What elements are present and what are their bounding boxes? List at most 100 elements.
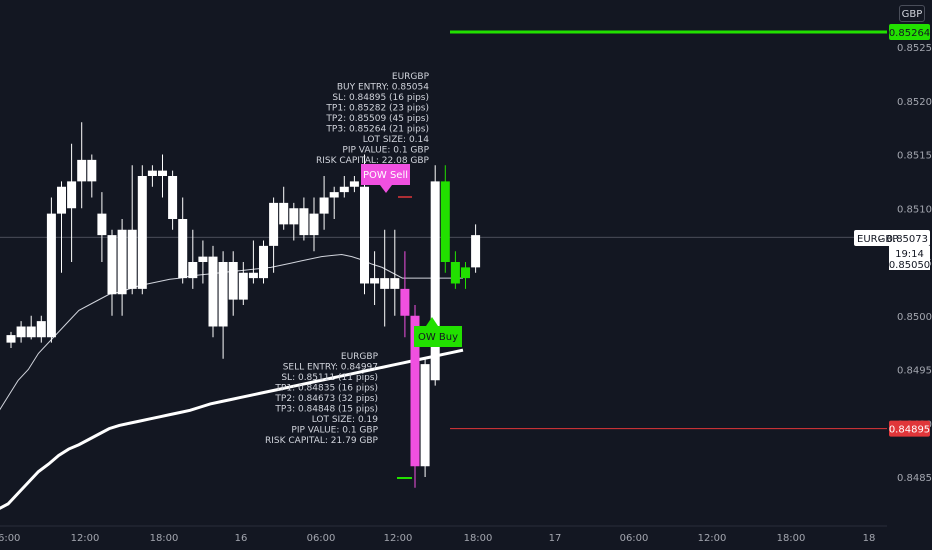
symbol-tag-label: EURGBP <box>857 234 898 245</box>
x-tick-label: 18:00 <box>777 533 806 544</box>
candle[interactable] <box>238 262 248 305</box>
candle-body <box>370 278 380 284</box>
candle[interactable] <box>309 197 319 252</box>
candle[interactable] <box>26 315 36 340</box>
candle-body <box>349 181 359 187</box>
candle[interactable] <box>46 197 56 343</box>
pow-buy-label[interactable]: OW Buy <box>414 317 462 347</box>
pow-buy-bg <box>414 326 462 347</box>
candle[interactable] <box>279 186 289 230</box>
candle[interactable] <box>390 229 400 316</box>
x-tick-label: 17 <box>549 533 562 544</box>
sell-info-line: SL: 0.85111 (11 pips) <box>281 373 378 383</box>
candle-body <box>46 213 56 338</box>
candle[interactable] <box>450 251 460 289</box>
sell-info-line: PIP VALUE: 0.1 GBP <box>291 426 378 436</box>
symbol-tag-price: – 0.85073 <box>878 234 928 245</box>
candle[interactable] <box>430 165 440 386</box>
candle[interactable] <box>299 197 309 241</box>
sl-price-tag: 0.84895 <box>889 420 930 437</box>
candle-body <box>87 159 97 182</box>
candle[interactable] <box>67 143 77 262</box>
buy-info-line: TP3: 0.85264 (21 pips) <box>325 125 429 135</box>
candle[interactable] <box>218 251 228 359</box>
candle[interactable] <box>400 251 410 338</box>
candle[interactable] <box>168 170 178 230</box>
candle[interactable] <box>370 251 380 305</box>
candle[interactable] <box>420 358 430 477</box>
candle-body <box>117 229 127 295</box>
x-tick-label: 12:00 <box>698 533 727 544</box>
candle[interactable] <box>349 176 359 193</box>
candle-body <box>137 176 147 289</box>
candle[interactable] <box>228 251 238 316</box>
candle[interactable] <box>289 202 299 241</box>
candle-body <box>450 262 460 284</box>
candle[interactable] <box>137 165 147 295</box>
candle[interactable] <box>6 331 16 348</box>
tp-price-tag-bg <box>889 23 930 40</box>
buy-info-line: SL: 0.84895 (16 pips) <box>332 93 429 103</box>
candle[interactable] <box>36 315 46 343</box>
candle[interactable] <box>440 165 450 273</box>
candle[interactable] <box>471 224 481 273</box>
candle-body <box>26 326 36 338</box>
candle[interactable] <box>77 122 87 209</box>
candle-body <box>471 235 481 268</box>
sell-info-line: SELL ENTRY: 0.84997 <box>283 363 378 373</box>
sell-info-line: TP1: 0.84835 (16 pips) <box>274 384 378 394</box>
candle[interactable] <box>319 176 329 230</box>
sell-info-line: TP2: 0.84673 (32 pips) <box>274 394 378 404</box>
candle[interactable] <box>329 186 339 219</box>
candle-body <box>420 364 430 467</box>
countdown-bg <box>889 246 930 270</box>
candle-body <box>309 213 319 236</box>
buy-info-line: EURGBP <box>392 72 430 82</box>
candle[interactable] <box>117 219 127 316</box>
candle[interactable] <box>57 181 66 273</box>
candle[interactable] <box>97 192 107 262</box>
sl-price-tag-bg <box>889 420 930 437</box>
candle-body <box>127 229 137 289</box>
candle-body <box>188 262 198 279</box>
candle[interactable] <box>127 165 137 295</box>
candle[interactable] <box>259 240 268 284</box>
candle[interactable] <box>188 229 198 289</box>
candle-body <box>228 262 238 300</box>
candle[interactable] <box>87 154 97 198</box>
candle[interactable] <box>339 176 349 198</box>
currency-button[interactable]: GBP <box>899 5 925 22</box>
candle[interactable] <box>178 197 188 284</box>
symbol-tag-bg <box>854 230 930 246</box>
candle-body <box>319 197 329 214</box>
buy-info-line: PIP VALUE: 0.1 GBP <box>342 146 429 156</box>
candle-body <box>461 267 470 279</box>
candle-body <box>380 278 390 289</box>
candle[interactable] <box>147 165 157 187</box>
candle[interactable] <box>158 154 167 198</box>
candle-body <box>339 186 349 193</box>
candle[interactable] <box>198 240 208 284</box>
pow-sell-label[interactable]: POW Sell <box>361 164 410 193</box>
tp-price-tag-text: 0.85264 <box>889 28 930 39</box>
candle-body <box>410 315 420 467</box>
candle-body <box>107 235 117 295</box>
pow-sell-arrow <box>380 185 392 193</box>
buy-info-line: TP2: 0.85509 (45 pips) <box>325 114 429 124</box>
candle[interactable] <box>16 321 26 343</box>
candle-body <box>158 170 167 176</box>
pow-sell-bg <box>361 164 410 185</box>
pow-buy-text: OW Buy <box>418 332 458 343</box>
candle[interactable] <box>380 229 390 327</box>
candle-body <box>57 186 66 214</box>
candle[interactable] <box>269 197 279 273</box>
candle[interactable] <box>107 229 117 316</box>
x-tick-label: 06:00 <box>620 533 649 544</box>
candle[interactable] <box>208 245 218 338</box>
candle[interactable] <box>248 240 258 284</box>
candle-body <box>430 181 440 381</box>
candle[interactable] <box>461 262 470 289</box>
